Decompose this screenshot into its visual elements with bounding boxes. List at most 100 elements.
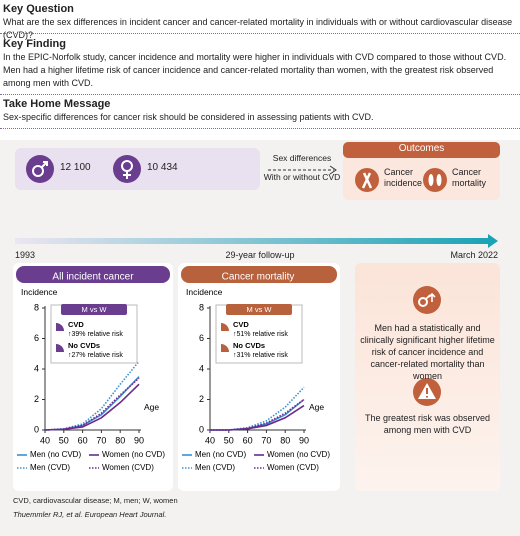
panel (355, 263, 500, 491)
y-axis-label: Incidence (186, 287, 223, 297)
finding-icon (425, 292, 436, 302)
x-axis-label: Age (309, 402, 324, 412)
legend-label: Men (CVD) (195, 463, 235, 472)
inset-label: No CVDs (233, 341, 265, 350)
y-tick-label: 8 (199, 302, 204, 312)
timeline (15, 238, 490, 244)
inset-text: ↑27% relative risk (68, 352, 123, 359)
ribbon-icon (361, 172, 373, 189)
male-icon (41, 161, 48, 168)
y-tick-label: 8 (34, 302, 39, 312)
inset-icon (221, 344, 229, 352)
chart: Cancer mortality Incidence Age 0 2 4 6 8 40 50 60 7… (182, 272, 330, 472)
heading: Take Home Message (3, 98, 111, 110)
female-icon (113, 155, 141, 183)
feet-icon (436, 174, 442, 186)
y-tick-label: 0 (34, 424, 39, 434)
inset-icon (56, 344, 64, 352)
x-tick-label: 60 (243, 435, 253, 445)
x-tick-label: 80 (115, 435, 125, 445)
outcomes-title: Outcomes (398, 143, 445, 154)
series-line (44, 377, 140, 431)
legend-label: Men (CVD) (30, 463, 70, 472)
text: What are the sex differences in incident… (3, 17, 513, 40)
legend-label: Women (no CVD) (267, 450, 330, 459)
finding: Men had a statistically and clinically s… (360, 323, 495, 381)
timeline-label: 29-year follow-up (225, 250, 295, 260)
timeline-arrow (488, 234, 498, 248)
y-tick-label: 6 (34, 333, 39, 343)
outcomes-box (343, 156, 500, 200)
inset-text: ↑31% relative risk (233, 352, 288, 359)
x-tick-label: 40 (40, 435, 50, 445)
y-tick-label: 4 (199, 363, 204, 373)
arrow (329, 165, 337, 175)
legend-label: Men (no CVD) (30, 450, 81, 459)
legend-label: Women (no CVD) (102, 450, 165, 459)
x-tick-label: 40 (205, 435, 215, 445)
panel-header (16, 266, 170, 283)
timeline-label: March 2022 (450, 250, 498, 260)
panel-title: All incident cancer (52, 272, 134, 283)
x-tick-label: 90 (134, 435, 144, 445)
footnote: CVD, cardiovascular disease; M, men; W, … (13, 496, 178, 505)
arrow-label: With or without CVD (263, 172, 341, 182)
inset-text: ↑39% relative risk (68, 331, 123, 338)
heading: Key Finding (3, 38, 66, 50)
outcome: Cancer mortality (452, 167, 487, 188)
series-line (210, 398, 305, 431)
inset-icon (56, 323, 64, 331)
y-tick-label: 0 (199, 424, 204, 434)
x-tick-label: 70 (96, 435, 106, 445)
y-tick-label: 2 (34, 394, 39, 404)
x-tick-label: 50 (224, 435, 234, 445)
inset-text: ↑51% relative risk (233, 331, 288, 338)
female-icon (123, 171, 131, 179)
finding-icon (418, 297, 428, 307)
legend-label: Women (CVD) (102, 463, 154, 472)
citation: Thuemmler RJ, et al. European Heart Jour… (13, 510, 167, 519)
chart: All incident cancer Incidence Age 0 2 4 6 8 40 50… (17, 272, 165, 472)
series-line (210, 386, 305, 431)
male-icon (32, 165, 44, 177)
outcome: Cancer incidence (384, 167, 423, 188)
outcomes-header (343, 142, 500, 158)
inset-label: CVD (233, 320, 249, 329)
x-tick-label: 60 (78, 435, 88, 445)
arrow-label: Sex differences (272, 153, 332, 163)
inset-header (226, 304, 292, 315)
x-tick-label: 80 (280, 435, 290, 445)
feet-icon (428, 174, 434, 186)
legend-label: Men (no CVD) (195, 450, 246, 459)
x-axis-label: Age (144, 402, 159, 412)
panel-title: Cancer mortality (222, 272, 295, 283)
inset-header (61, 304, 127, 315)
feet-icon (423, 168, 447, 192)
y-axis-label: Incidence (21, 287, 58, 297)
y-tick-label: 2 (199, 394, 204, 404)
count: 10 434 (147, 162, 178, 173)
inset-label: CVD (68, 320, 84, 329)
text: In the EPIC-Norfolk study, cancer incide… (3, 52, 507, 88)
legend-label: Women (CVD) (267, 463, 319, 472)
x-tick-label: 70 (261, 435, 271, 445)
text: Sex-specific differences for cancer risk… (3, 112, 374, 122)
heading: Key Question (3, 3, 74, 15)
inset-icon (221, 323, 229, 331)
inset-title: M vs W (247, 305, 273, 314)
count: 12 100 (60, 162, 91, 173)
male-icon (26, 155, 54, 183)
inset-title: M vs W (82, 305, 108, 314)
panel-header (181, 266, 337, 283)
separator (0, 94, 520, 95)
separator (0, 128, 520, 129)
x-tick-label: 90 (299, 435, 309, 445)
y-tick-label: 4 (34, 363, 39, 373)
x-tick-label: 50 (59, 435, 69, 445)
y-tick-label: 6 (199, 333, 204, 343)
finding: The greatest risk was observed among men… (364, 413, 491, 435)
timeline-label: 1993 (15, 250, 36, 260)
inset-label: No CVDs (68, 341, 100, 350)
separator (0, 33, 520, 34)
